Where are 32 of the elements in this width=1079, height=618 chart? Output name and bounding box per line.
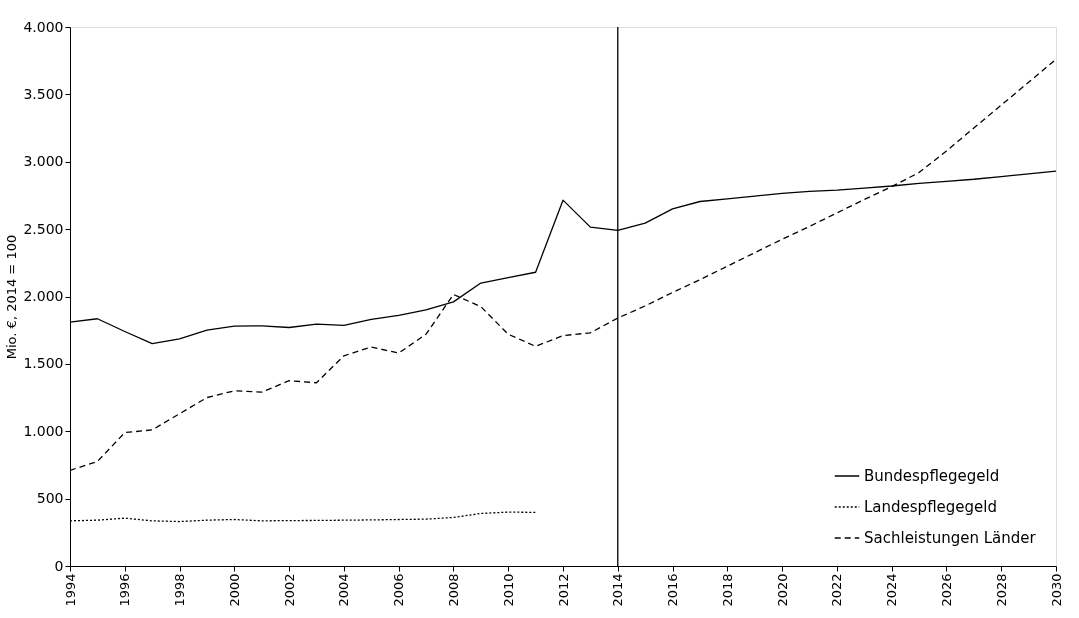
y-tick-label: 1.000 [23, 422, 64, 439]
x-tick-label: 2010 [500, 573, 516, 607]
x-tick-label: 2024 [884, 573, 900, 607]
x-tick-label: 2006 [391, 573, 407, 607]
y-tick-label: 0 [54, 557, 64, 574]
legend-label: Landespflegegeld [864, 498, 998, 516]
x-tick-label: 2004 [336, 573, 352, 607]
y-tick-label: 2.000 [23, 288, 64, 304]
x-tick-label: 2016 [665, 573, 681, 607]
y-tick-label: 500 [36, 490, 64, 507]
x-tick-label: 2012 [555, 573, 571, 607]
x-tick-label: 2022 [829, 573, 845, 607]
x-tick-label: 2020 [774, 573, 790, 607]
x-tick-label: 2028 [993, 573, 1009, 607]
x-tick-label: 2002 [281, 573, 297, 607]
x-tick-label: 2008 [445, 573, 461, 607]
y-tick-label: 4.000 [23, 18, 64, 35]
x-tick-label: 1996 [117, 573, 133, 607]
x-tick-label: 2014 [610, 573, 626, 607]
x-tick-label: 2018 [719, 573, 735, 607]
y-tick-label: 3.000 [23, 153, 64, 170]
y-tick-label: 1.500 [23, 355, 64, 372]
y-tick-label: 2.500 [23, 220, 64, 237]
y-axis-title: Mio. €, 2014 = 100 [4, 234, 20, 360]
x-tick-label: 2000 [226, 573, 242, 607]
y-tick-label: 3.500 [23, 85, 64, 102]
legend-label: Sachleistungen Länder [864, 529, 1037, 547]
x-tick-label: 2030 [1048, 573, 1064, 607]
x-tick-label: 1998 [172, 573, 188, 607]
legend-label: Bundespflegegeld [864, 467, 1000, 485]
x-tick-label: 2026 [938, 573, 954, 607]
x-tick-label: 1994 [62, 573, 78, 607]
